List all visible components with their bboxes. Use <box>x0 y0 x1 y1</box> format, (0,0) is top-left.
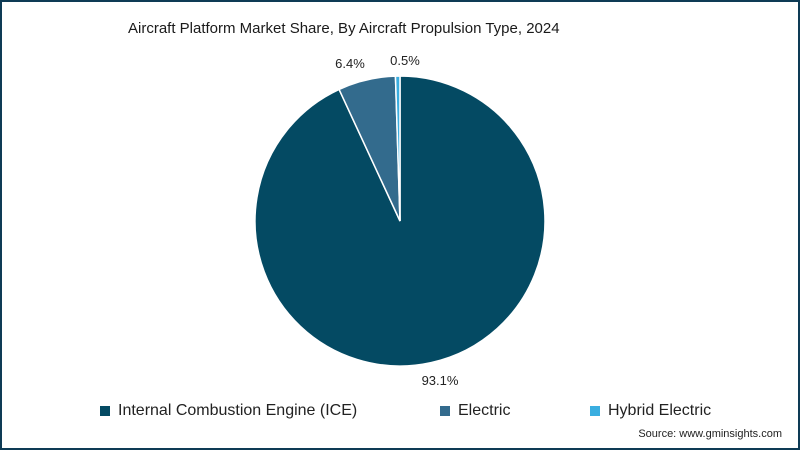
pie-slice-hybrid-electric <box>394 75 401 222</box>
legend-item-hybrid-electric: Hybrid Electric <box>590 402 711 420</box>
legend-swatch-electric <box>440 406 450 416</box>
slice-label-ice: 93.1% <box>422 373 459 388</box>
slice-label-hybrid-electric: 0.5% <box>390 53 420 68</box>
legend-item-ice: Internal Combustion Engine (ICE) <box>100 402 357 420</box>
legend-item-electric: Electric <box>440 402 510 420</box>
legend: Internal Combustion Engine (ICE) Electri… <box>0 402 800 422</box>
legend-label-hybrid-electric: Hybrid Electric <box>608 402 712 419</box>
chart-title: Aircraft Platform Market Share, By Aircr… <box>128 20 560 37</box>
legend-label-ice: Internal Combustion Engine (ICE) <box>118 402 358 419</box>
legend-label-electric: Electric <box>458 402 511 419</box>
legend-swatch-ice <box>100 406 110 416</box>
source-note: Source: www.gminsights.com <box>638 428 782 440</box>
slice-label-electric: 6.4% <box>335 56 365 71</box>
legend-swatch-hybrid-electric <box>590 406 600 416</box>
